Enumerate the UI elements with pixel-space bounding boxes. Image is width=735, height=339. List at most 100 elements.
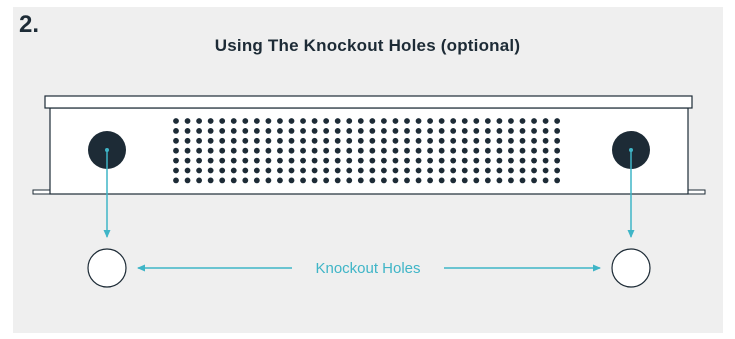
step-number: 2. (19, 11, 40, 38)
vent-hole (427, 157, 433, 164)
vent-hole (277, 177, 283, 184)
vent-hole (184, 167, 191, 174)
vent-hole (404, 157, 410, 164)
vent-hole (219, 147, 226, 154)
vent-hole (346, 118, 353, 124)
vent-hole (184, 118, 191, 124)
vent-hole (230, 157, 237, 164)
vent-hole (219, 157, 226, 164)
vent-hole (323, 167, 330, 174)
vent-hole (357, 167, 364, 174)
vent-hole (450, 137, 457, 144)
vent-hole (173, 177, 179, 184)
vent-hole (334, 157, 341, 164)
vent-hole (531, 167, 537, 174)
vent-hole (323, 118, 330, 124)
vent-hole (334, 127, 341, 134)
vent-hole (207, 147, 214, 154)
vent-hole (311, 137, 318, 144)
vent-hole (450, 157, 457, 164)
vent-hole (311, 167, 318, 174)
vent-hole (438, 157, 445, 164)
vent-hole (230, 118, 237, 124)
vent-hole (346, 147, 353, 154)
vent-hole (392, 137, 399, 144)
vent-hole (369, 167, 376, 174)
vent-hole (265, 157, 272, 164)
vent-hole (242, 127, 249, 134)
vent-hole (415, 137, 422, 144)
vent-hole (542, 177, 549, 184)
vent-hole (531, 177, 537, 184)
vent-hole (554, 118, 561, 124)
vent-hole (196, 177, 203, 184)
vent-hole (438, 177, 445, 184)
vent-hole (207, 137, 214, 144)
vent-hole (438, 167, 445, 174)
vent-hole (404, 127, 410, 134)
vent-hole (323, 157, 330, 164)
vent-hole (508, 167, 514, 174)
vent-hole (519, 127, 526, 134)
vent-hole (496, 118, 503, 124)
vent-hole (253, 167, 260, 174)
vent-hole (508, 157, 514, 164)
vent-hole (554, 137, 561, 144)
vent-hole (288, 167, 295, 174)
vent-hole (357, 157, 364, 164)
vent-hole (369, 137, 376, 144)
vent-hole (277, 137, 283, 144)
vent-hole (427, 137, 433, 144)
vent-hole (484, 147, 491, 154)
vent-hole (230, 137, 237, 144)
vent-hole (427, 167, 433, 174)
vent-hole (554, 167, 561, 174)
vent-hole (173, 118, 179, 124)
vent-hole (381, 167, 387, 174)
vent-hole (346, 137, 353, 144)
vent-hole (473, 167, 480, 174)
vent-hole (508, 118, 514, 124)
vent-hole (334, 167, 341, 174)
vent-hole (265, 167, 272, 174)
vent-hole (427, 118, 433, 124)
vent-hole (484, 167, 491, 174)
vent-hole (381, 118, 387, 124)
vent-hole (300, 147, 306, 154)
vent-hole (542, 137, 549, 144)
vent-hole (461, 137, 468, 144)
vent-hole (392, 167, 399, 174)
vent-hole (277, 157, 283, 164)
vent-hole (531, 157, 537, 164)
vent-hole (484, 177, 491, 184)
vent-hole (496, 177, 503, 184)
vent-hole (450, 177, 457, 184)
vent-hole (519, 177, 526, 184)
vent-hole (519, 118, 526, 124)
vent-hole (334, 118, 341, 124)
vent-hole (207, 177, 214, 184)
vent-hole (219, 167, 226, 174)
vent-hole (461, 118, 468, 124)
vent-hole (404, 167, 410, 174)
vent-hole (531, 127, 537, 134)
vent-hole (242, 137, 249, 144)
vent-hole (473, 137, 480, 144)
vent-hole (438, 137, 445, 144)
vent-hole (381, 127, 387, 134)
vent-hole (357, 118, 364, 124)
vent-hole (438, 127, 445, 134)
vent-hole (369, 177, 376, 184)
vent-hole (184, 157, 191, 164)
vent-hole (392, 157, 399, 164)
vent-hole (519, 137, 526, 144)
callout-label: Knockout Holes (315, 260, 420, 277)
vent-hole (369, 127, 376, 134)
vent-hole (404, 118, 410, 124)
vent-hole (196, 167, 203, 174)
vent-hole (473, 177, 480, 184)
vent-hole (173, 147, 179, 154)
vent-hole (357, 177, 364, 184)
vent-hole (265, 147, 272, 154)
vent-hole (311, 177, 318, 184)
